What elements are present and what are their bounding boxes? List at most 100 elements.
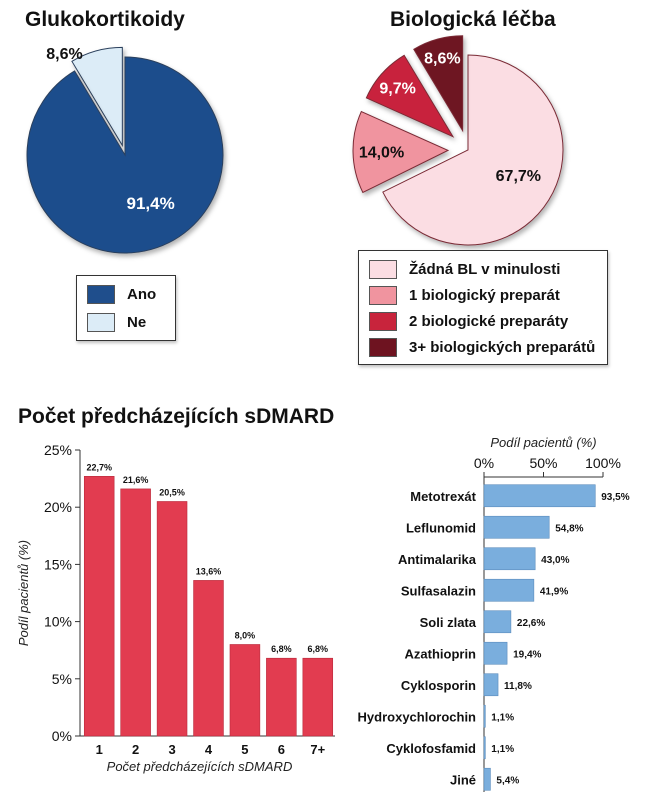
bar-4 <box>193 580 224 737</box>
legend-swatch <box>369 338 397 357</box>
bar-1 <box>83 476 115 737</box>
category-label: Azathioprin <box>405 646 477 661</box>
legend-label: Ano <box>127 286 157 303</box>
pie-label-zadna-bl-v-minulosti: 67,7% <box>496 168 541 185</box>
x-axis-title: Počet předcházejících sDMARD <box>107 759 293 774</box>
category-label: Cyklofosfamid <box>386 741 476 756</box>
legend-item-ano: Ano <box>87 285 156 304</box>
legend-item-ne: Ne <box>87 313 146 332</box>
category-label: Soli zlata <box>420 615 477 630</box>
biologic-legend: Žádná BL v minulosti 1 biologický prepar… <box>358 250 608 365</box>
legend-item-none: Žádná BL v minulosti <box>369 260 560 279</box>
bar-value-label: 41,9% <box>540 586 568 597</box>
legend-item-one: 1 biologický preparát <box>369 286 560 305</box>
category-label: Antimalarika <box>398 552 477 567</box>
bar-leflunomid <box>483 515 550 539</box>
pie-slice-1-biologicky-preparat <box>352 110 450 194</box>
biologic-pie: 67,7% 14,0% 9,7% 8,6% <box>352 35 564 246</box>
bar-value-label: 1,1% <box>491 712 514 723</box>
drug-share-bar-chart: Podíl pacientů (%) 0% 50% 100% 93,5% Metotrex… <box>358 435 630 792</box>
pie-slice-3-biologickych-preparatu <box>413 35 464 133</box>
bar-value-label: 93,5% <box>601 492 629 503</box>
pie-slice-zadna-bl-v-minulosti <box>382 54 564 246</box>
bar-value-label: 1,1% <box>491 744 514 755</box>
bar-value-label: 22,7% <box>86 462 112 472</box>
bar-value-label: 22,6% <box>517 618 545 629</box>
category-label: Metotrexát <box>410 489 476 504</box>
bar-7 <box>302 657 334 737</box>
category-label: Sulfasalazin <box>401 583 476 598</box>
x-tick-label: 7+ <box>310 742 325 757</box>
pie-slice-2-biologicke-preparaty <box>365 54 455 138</box>
y-tick-label: 5% <box>52 671 72 687</box>
x-tick-label: 50% <box>529 455 557 471</box>
y-axis-title: Podíl pacientů (%) <box>16 540 31 646</box>
bar-sulfasalazin <box>483 578 535 602</box>
pie-label-1-biologicky-preparat: 14,0% <box>359 145 404 162</box>
pie-slice-ne <box>71 46 123 148</box>
pie-label-ne: 8,6% <box>46 46 82 63</box>
category-label: Jiné <box>450 772 476 787</box>
bar-6 <box>266 657 297 737</box>
glucocorticoid-chart-title: Glukokortikoidy <box>25 8 185 31</box>
bar-jine <box>483 767 491 791</box>
y-tick-label: 0% <box>52 728 72 744</box>
bar-value-label: 21,6% <box>123 475 149 485</box>
bar-value-label: 19,4% <box>513 649 541 660</box>
bar-cyklofosfamid <box>483 736 486 760</box>
bar-3 <box>156 501 188 737</box>
category-label: Hydroxychlorochin <box>358 709 477 724</box>
legend-swatch <box>369 312 397 331</box>
x-tick-label: 3 <box>168 742 175 757</box>
bar-value-label: 6,8% <box>271 644 292 654</box>
bar-metotrexat <box>483 484 596 508</box>
x-tick-label: 5 <box>241 742 248 757</box>
x-tick-label: 4 <box>205 742 213 757</box>
legend-swatch <box>369 286 397 305</box>
glucocorticoid-pie: 8,6% 91,4% <box>26 46 224 254</box>
y-tick-label: 20% <box>44 499 72 515</box>
legend-item-three-plus: 3+ biologických preparátů <box>369 338 595 357</box>
x-tick-label: 0% <box>474 455 494 471</box>
x-tick-label: 6 <box>278 742 285 757</box>
legend-swatch <box>369 260 397 279</box>
bar-antimalarika <box>483 547 536 571</box>
glucocorticoid-legend: Ano Ne <box>76 275 176 341</box>
legend-label: 1 biologický preparát <box>409 287 560 304</box>
sdmard-chart-title: Počet předcházejících sDMARD <box>18 405 335 428</box>
pie-label-3-biologickych-preparatu: 8,6% <box>424 50 460 67</box>
x-tick-label: 1 <box>96 742 103 757</box>
pie-label-ano: 91,4% <box>126 194 174 213</box>
y-tick-label: 10% <box>44 614 72 630</box>
category-label: Cyklosporin <box>401 678 476 693</box>
bar-value-label: 11,8% <box>504 681 532 692</box>
x-axis-title: Podíl pacientů (%) <box>490 435 596 450</box>
bar-value-label: 20,5% <box>159 487 185 497</box>
y-tick-label: 15% <box>44 556 72 572</box>
x-tick-label: 2 <box>132 742 139 757</box>
bar-value-label: 43,0% <box>541 555 569 566</box>
legend-item-two: 2 biologické preparáty <box>369 312 568 331</box>
legend-label: Ne <box>127 314 147 331</box>
bar-5 <box>229 644 261 737</box>
pie-slice-ano <box>26 56 224 254</box>
bar-cyklosporin <box>483 673 499 697</box>
bar-soli-zlata <box>483 610 512 634</box>
bar-value-label: 5,4% <box>496 775 519 786</box>
bar-hydroxychlorochin <box>483 704 486 728</box>
bar-value-label: 13,6% <box>196 566 222 576</box>
category-label: Leflunomid <box>406 520 476 535</box>
biologic-chart-title: Biologická léčba <box>390 8 556 31</box>
bar-value-label: 8,0% <box>235 630 256 640</box>
sdmard-count-bar-chart: 0% 5% 10% 15% 20% 25% 22,7% 1 21,6% 2 20,5% 3 13,6% 4… <box>16 442 335 774</box>
legend-label: 3+ biologických preparátů <box>409 339 596 356</box>
bar-2 <box>120 488 151 737</box>
y-tick-label: 25% <box>44 442 72 458</box>
legend-swatch <box>87 285 115 304</box>
legend-swatch <box>87 313 115 332</box>
bar-value-label: 54,8% <box>555 523 583 534</box>
bar-value-label: 6,8% <box>308 644 329 654</box>
x-tick-label: 100% <box>585 455 621 471</box>
legend-label: 2 biologické preparáty <box>409 313 569 330</box>
